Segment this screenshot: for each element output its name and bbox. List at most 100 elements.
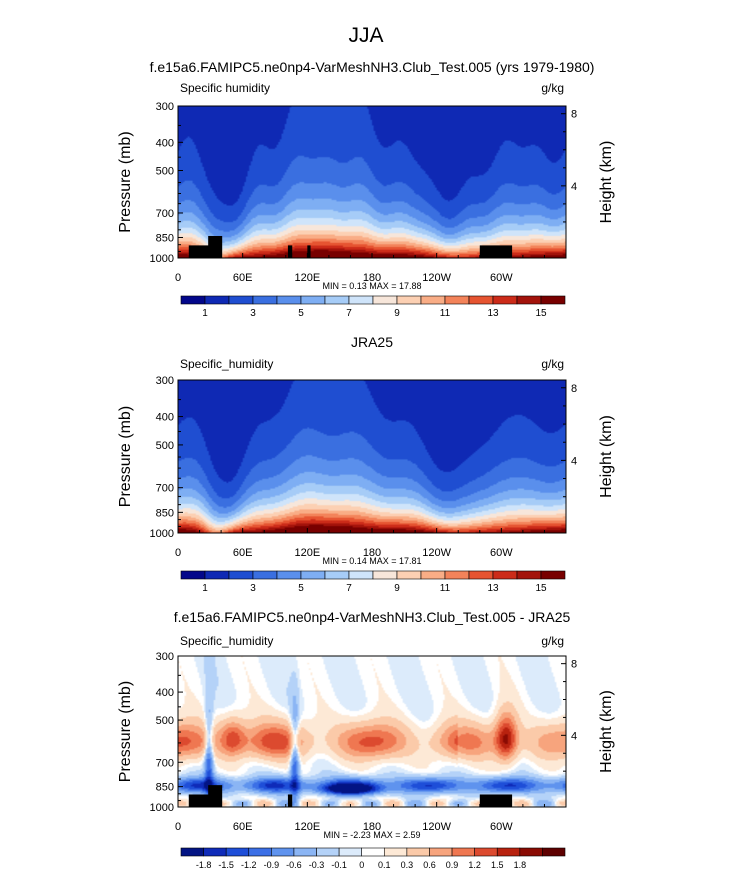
colorbar-label: 1 bbox=[202, 308, 208, 319]
x-tick-label: 0 bbox=[175, 821, 181, 833]
colorbar-box bbox=[468, 295, 494, 305]
x-tick-label: 60W bbox=[490, 272, 513, 284]
panel-3: f.e15a6.FAMIPC5.ne0np4-VarMeshNH3.Club_T… bbox=[117, 609, 615, 870]
x-tick-label: 0 bbox=[175, 272, 181, 284]
colorbar-label: 1.2 bbox=[468, 860, 481, 870]
panel-title: f.e15a6.FAMIPC5.ne0np4-VarMeshNH3.Club_T… bbox=[174, 609, 571, 625]
colorbar-label: 0.3 bbox=[401, 860, 414, 870]
colorbar-label: 11 bbox=[440, 308, 451, 319]
x-tick-label: 120W bbox=[422, 821, 451, 833]
x-tick-label: 120W bbox=[422, 547, 451, 559]
colorbar-box bbox=[324, 295, 350, 305]
colorbar-label: 1 bbox=[202, 583, 208, 594]
colorbar-box bbox=[540, 570, 566, 580]
x-tick-label: 180 bbox=[363, 821, 381, 833]
y-tick-label: 700 bbox=[156, 757, 174, 769]
colorbar-box bbox=[451, 847, 475, 857]
x-tick-label: 120E bbox=[294, 547, 320, 559]
colorbar-label: 0.1 bbox=[378, 860, 391, 870]
colorbar-box bbox=[540, 295, 566, 305]
colorbar-box bbox=[180, 295, 206, 305]
colorbar-label: 7 bbox=[346, 583, 352, 594]
x-tick-label: 60W bbox=[490, 547, 513, 559]
colorbar-label: 15 bbox=[535, 308, 547, 319]
panel-1: f.e15a6.FAMIPC5.ne0np4-VarMeshNH3.Club_T… bbox=[117, 59, 615, 319]
colorbar-label: -0.9 bbox=[264, 860, 280, 870]
colorbar-box bbox=[228, 570, 254, 580]
colorbar-box bbox=[516, 570, 542, 580]
colorbar-label: 0 bbox=[359, 860, 364, 870]
colorbar-box bbox=[348, 295, 374, 305]
colorbar-box bbox=[492, 570, 518, 580]
height-tick-label: 4 bbox=[571, 730, 577, 742]
height-tick-label: 8 bbox=[571, 383, 577, 395]
colorbar-label: 15 bbox=[535, 583, 547, 594]
colorbar-box bbox=[300, 570, 326, 580]
colorbar-box bbox=[316, 847, 340, 857]
height-tick-label: 8 bbox=[571, 659, 577, 671]
y-tick-label: 500 bbox=[156, 715, 174, 727]
y-tick-label: 850 bbox=[156, 232, 174, 244]
colorbar-label: -0.3 bbox=[309, 860, 325, 870]
terrain-mask bbox=[307, 245, 311, 258]
y-axis-label: Pressure (mb) bbox=[117, 406, 134, 507]
colorbar-label: 11 bbox=[440, 583, 451, 594]
x-tick-label: 60E bbox=[233, 547, 253, 559]
x-tick-label: 120W bbox=[422, 272, 451, 284]
colorbar-box bbox=[300, 295, 326, 305]
colorbar-box bbox=[203, 847, 227, 857]
colorbar-label: 3 bbox=[250, 308, 256, 319]
colorbar-box bbox=[228, 295, 254, 305]
colorbar-box bbox=[372, 570, 398, 580]
colorbar-box bbox=[348, 570, 374, 580]
right-label: g/kg bbox=[541, 357, 564, 371]
colorbar-box bbox=[396, 295, 422, 305]
colorbar-label: 13 bbox=[487, 308, 499, 319]
colorbar-label: 13 bbox=[487, 583, 499, 594]
colorbar-box bbox=[252, 295, 278, 305]
height-axis-label: Height (km) bbox=[598, 415, 615, 498]
height-axis-label: Height (km) bbox=[598, 141, 615, 224]
colorbar-box bbox=[396, 570, 422, 580]
x-tick-label: 120E bbox=[294, 821, 320, 833]
colorbar-box bbox=[180, 570, 206, 580]
y-axis-label: Pressure (mb) bbox=[117, 131, 134, 232]
field-image bbox=[178, 106, 566, 258]
colorbar-box bbox=[492, 295, 518, 305]
colorbar-label: 3 bbox=[250, 583, 256, 594]
colorbar-box bbox=[252, 570, 278, 580]
y-tick-label: 700 bbox=[156, 483, 174, 495]
colorbar-box bbox=[361, 847, 385, 857]
right-label: g/kg bbox=[541, 81, 564, 95]
y-tick-label: 400 bbox=[156, 137, 174, 149]
colorbar-box bbox=[204, 570, 230, 580]
height-tick-label: 8 bbox=[571, 109, 577, 121]
colorbar-box bbox=[324, 570, 350, 580]
x-tick-label: 180 bbox=[363, 272, 381, 284]
terrain-mask bbox=[479, 245, 513, 258]
y-tick-label: 300 bbox=[156, 651, 174, 663]
colorbar-box bbox=[248, 847, 272, 857]
terrain-mask bbox=[287, 245, 293, 258]
colorbar-box bbox=[496, 847, 521, 857]
min-max-stats: MIN = 0.13 MAX = 17.88 bbox=[322, 281, 421, 291]
x-tick-label: 60E bbox=[233, 272, 253, 284]
colorbar-label: 1.8 bbox=[514, 860, 527, 870]
panel-title: JRA25 bbox=[351, 334, 393, 350]
colorbar-box bbox=[225, 847, 250, 857]
left-label: Specific_humidity bbox=[180, 634, 273, 648]
panel-title: f.e15a6.FAMIPC5.ne0np4-VarMeshNH3.Club_T… bbox=[150, 59, 595, 75]
y-tick-label: 300 bbox=[156, 375, 174, 387]
x-tick-label: 120E bbox=[294, 272, 320, 284]
colorbar-box bbox=[276, 570, 302, 580]
height-axis-label: Height (km) bbox=[598, 690, 615, 773]
colorbar-label: 5 bbox=[298, 583, 304, 594]
colorbar-label: 7 bbox=[346, 308, 352, 319]
min-max-stats: MIN = 0.14 MAX = 17.81 bbox=[322, 556, 421, 566]
y-tick-label: 850 bbox=[156, 507, 174, 519]
figure-title: JJA bbox=[348, 24, 383, 47]
colorbar-box bbox=[204, 295, 230, 305]
x-tick-label: 60E bbox=[233, 821, 253, 833]
